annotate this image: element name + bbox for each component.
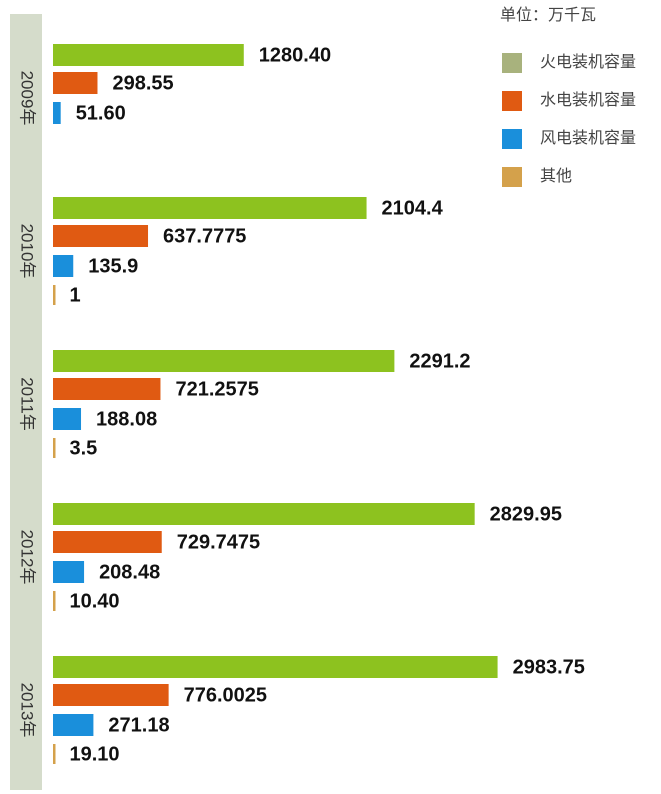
category-label: 2012年	[18, 530, 37, 585]
legend-swatch	[502, 91, 522, 111]
value-label: 637.7775	[163, 225, 246, 247]
category-label: 2013年	[18, 683, 37, 738]
unit-label: 单位：万千瓦	[500, 6, 596, 24]
bar	[53, 531, 162, 553]
bar	[53, 744, 56, 764]
bar	[53, 72, 98, 94]
bar	[53, 197, 367, 219]
bar	[53, 503, 475, 525]
bar	[53, 102, 61, 124]
legend-label: 风电装机容量	[540, 129, 636, 147]
category-label: 2010年	[18, 224, 37, 279]
value-label: 721.2575	[175, 378, 258, 400]
bar	[53, 656, 498, 678]
bar	[53, 561, 85, 583]
value-label: 2104.4	[382, 197, 444, 219]
value-label: 10.40	[70, 590, 120, 612]
value-label: 1	[70, 284, 81, 306]
legend-swatch	[502, 167, 522, 187]
bar	[53, 350, 395, 372]
legend-swatch	[502, 53, 522, 73]
legend-label: 火电装机容量	[540, 53, 636, 71]
value-label: 135.9	[88, 255, 138, 277]
value-label: 51.60	[76, 102, 126, 124]
category-label: 2009年	[18, 71, 37, 126]
bar	[53, 408, 82, 430]
value-label: 2983.75	[513, 656, 585, 678]
value-label: 298.55	[112, 72, 173, 94]
bar	[53, 591, 56, 611]
category-strip	[10, 14, 42, 790]
bar	[53, 714, 94, 736]
category-label: 2011年	[18, 377, 37, 431]
value-label: 3.5	[70, 437, 98, 459]
value-label: 271.18	[108, 714, 169, 736]
value-label: 1280.40	[259, 44, 331, 66]
legend-swatch	[502, 129, 522, 149]
value-label: 2291.2	[409, 350, 470, 372]
bar	[53, 44, 244, 66]
bar	[53, 684, 169, 706]
bar	[53, 255, 74, 277]
legend-label: 水电装机容量	[540, 91, 636, 109]
bar	[53, 285, 56, 305]
bar	[53, 438, 56, 458]
value-label: 776.0025	[184, 684, 267, 706]
value-label: 188.08	[96, 408, 157, 430]
bar	[53, 225, 149, 247]
value-label: 2829.95	[490, 503, 562, 525]
value-label: 208.48	[99, 561, 160, 583]
value-label: 729.7475	[177, 531, 260, 553]
value-label: 19.10	[70, 743, 120, 765]
legend-label: 其他	[540, 167, 572, 185]
bar	[53, 378, 161, 400]
